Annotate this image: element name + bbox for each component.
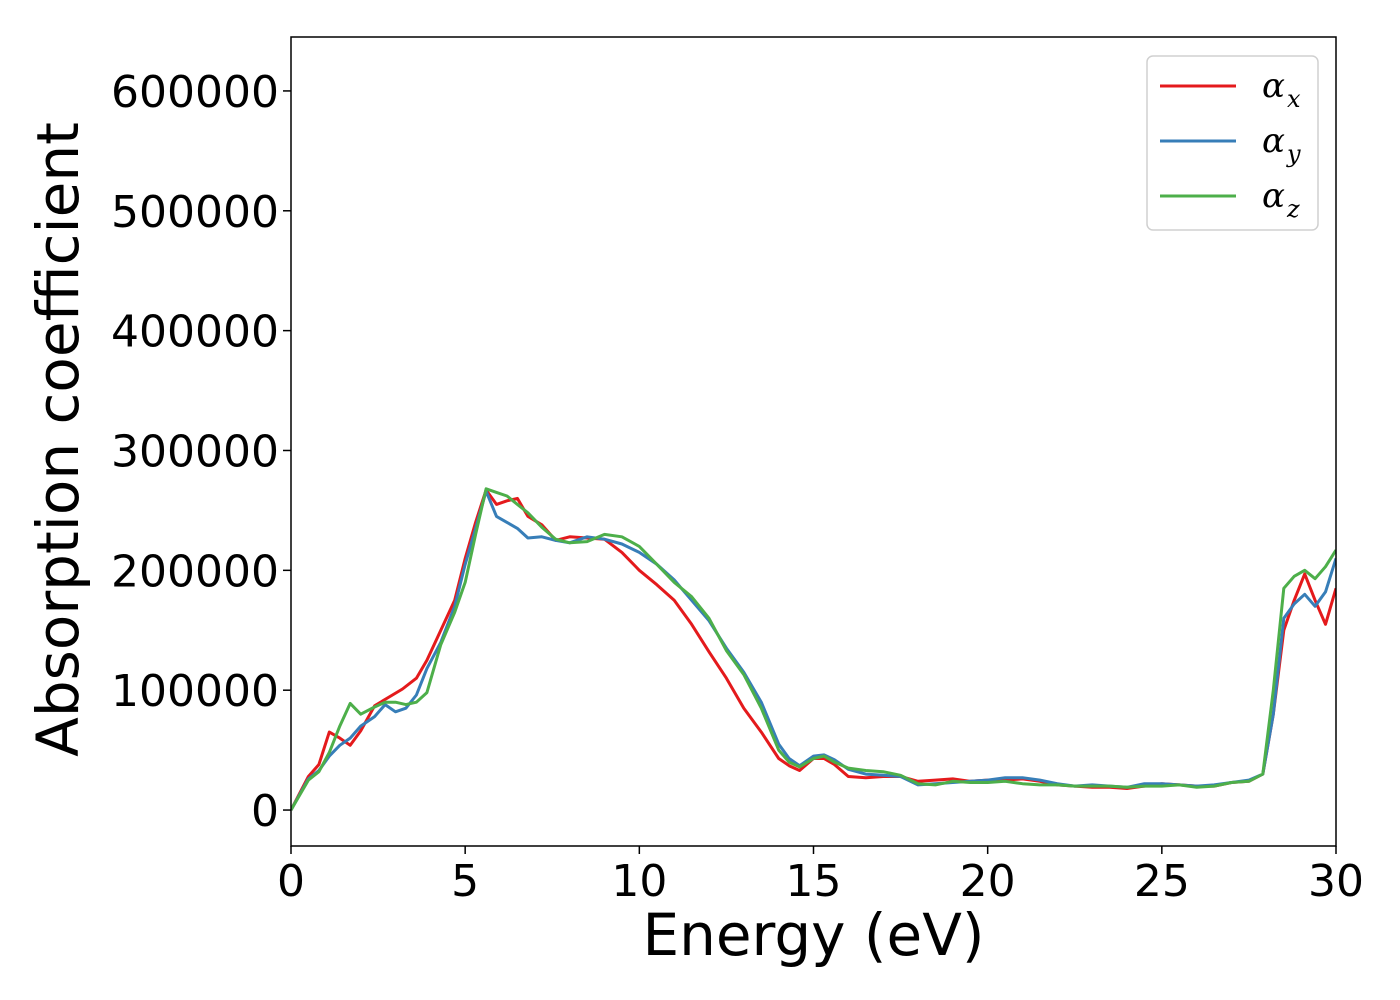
y-tick-label: 100000 [111, 666, 279, 717]
x-axis-label: Energy (eV) [642, 901, 984, 969]
series-layer [291, 487, 1336, 811]
y-tick-label: 0 [251, 786, 279, 837]
series-line-z [291, 487, 1336, 811]
y-axis: 0 100000 200000 300000 400000 500000 600000 [111, 67, 291, 837]
x-tick-label: 10 [611, 856, 667, 907]
x-tick-label: 15 [786, 856, 842, 907]
x-tick-label: 30 [1308, 856, 1364, 907]
series-line-x [291, 488, 1336, 811]
y-tick-label: 400000 [111, 307, 279, 358]
x-axis: 0 5 10 15 20 25 30 [277, 846, 1364, 907]
series-line-y [291, 489, 1336, 811]
y-tick-label: 300000 [111, 426, 279, 477]
y-tick-label: 200000 [111, 546, 279, 597]
x-tick-label: 5 [451, 856, 479, 907]
x-tick-label: 0 [277, 856, 305, 907]
legend-box [1146, 55, 1319, 231]
y-tick-label: 500000 [111, 187, 279, 238]
x-tick-label: 20 [960, 856, 1016, 907]
y-tick-label: 600000 [111, 67, 279, 118]
y-axis-label: Absorption coefficient [24, 122, 92, 757]
x-tick-label: 25 [1134, 856, 1190, 907]
